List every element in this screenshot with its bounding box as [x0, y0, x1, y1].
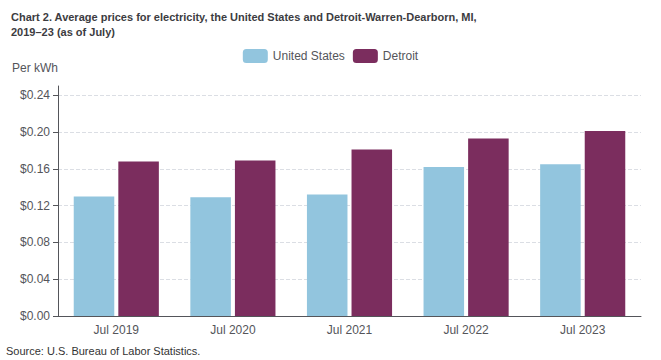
- svg-text:Jul 2021: Jul 2021: [327, 323, 373, 337]
- svg-text:$0.24: $0.24: [20, 88, 50, 102]
- svg-text:Detroit: Detroit: [383, 49, 419, 63]
- svg-text:Chart 2. Average prices for el: Chart 2. Average prices for electricity,…: [11, 11, 477, 23]
- svg-text:Jul 2020: Jul 2020: [210, 323, 256, 337]
- svg-text:United States: United States: [273, 49, 345, 63]
- svg-text:2019–23 (as of July): 2019–23 (as of July): [11, 26, 115, 38]
- svg-text:$0.16: $0.16: [20, 162, 50, 176]
- svg-text:Per kWh: Per kWh: [12, 61, 58, 75]
- svg-text:$0.04: $0.04: [20, 272, 50, 286]
- svg-text:$0.08: $0.08: [20, 235, 50, 249]
- svg-text:Jul 2019: Jul 2019: [94, 323, 140, 337]
- svg-text:$0.20: $0.20: [20, 125, 50, 139]
- svg-text:Jul 2022: Jul 2022: [443, 323, 489, 337]
- svg-text:Source: U.S. Bureau of Labor S: Source: U.S. Bureau of Labor Statistics.: [6, 345, 200, 357]
- svg-text:$0.12: $0.12: [20, 199, 50, 213]
- svg-text:$0.00: $0.00: [20, 309, 50, 323]
- svg-text:Jul 2023: Jul 2023: [560, 323, 606, 337]
